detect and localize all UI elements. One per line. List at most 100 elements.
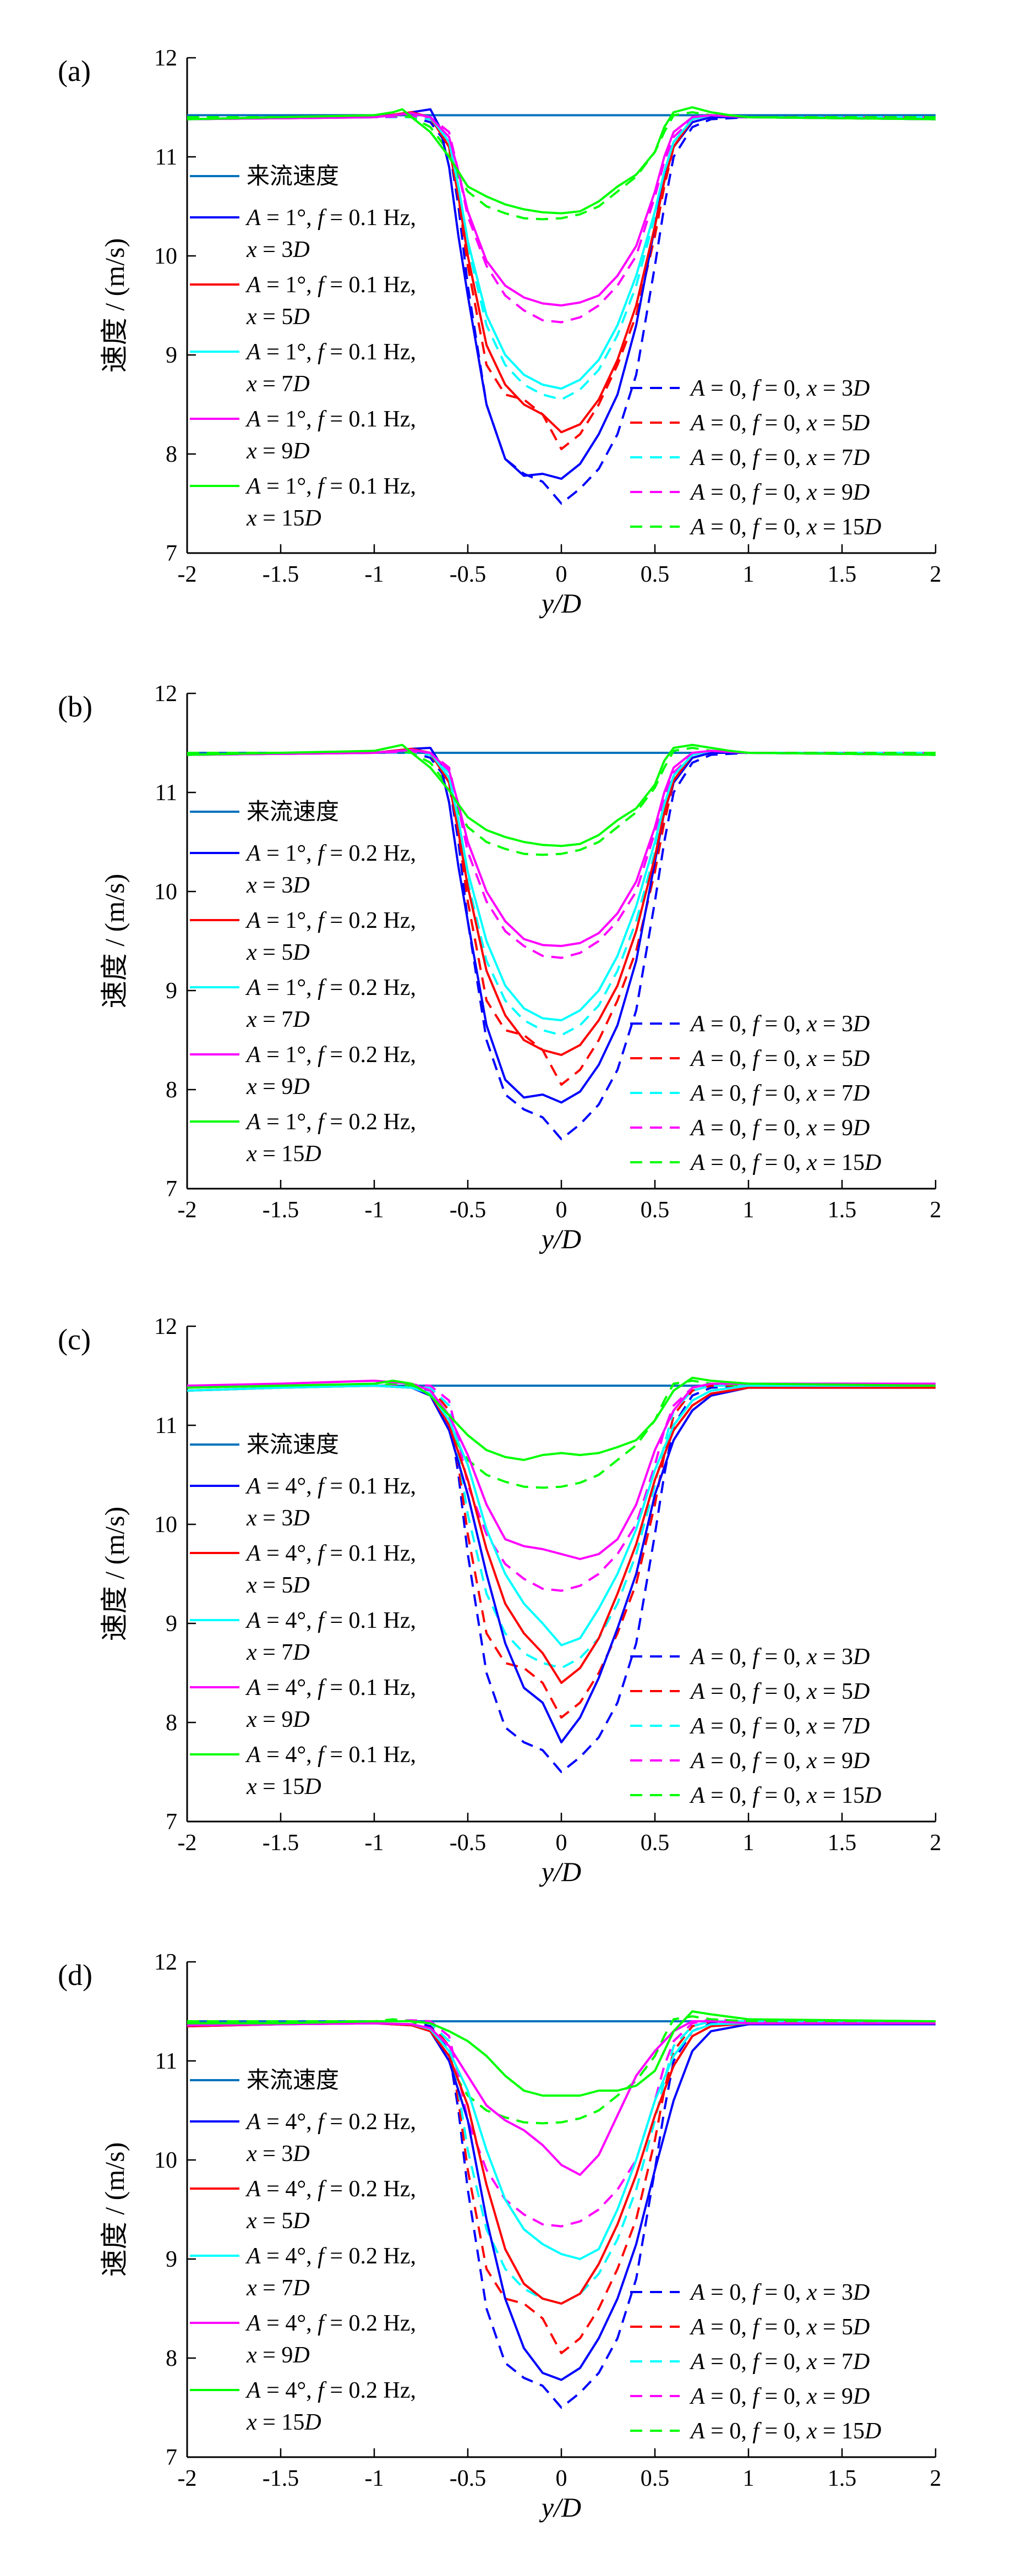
- y-tick-label: 9: [166, 343, 177, 368]
- legend-entry-text: x = 15D: [246, 1774, 321, 1800]
- y-axis-label: 速度 / (m/s): [99, 2142, 130, 2277]
- series-x7D-dashed: [187, 1385, 936, 1669]
- legend-entry-text: x = 5D: [246, 2208, 310, 2234]
- series-x5D-dashed: [187, 1385, 936, 1719]
- legend-entry-text: x = 7D: [246, 1007, 310, 1032]
- series-x9D-solid: [187, 748, 936, 947]
- x-tick-label: 0.5: [641, 562, 670, 587]
- series-x9D-dashed: [187, 750, 936, 959]
- x-tick-label: 0: [556, 562, 567, 587]
- legend-entry-text: A = 0, f = 0, x = 15D: [689, 1783, 881, 1808]
- series-x5D-dashed: [187, 2020, 936, 2354]
- y-tick-label: 12: [154, 46, 177, 71]
- legend-entry-text: x = 9D: [246, 1707, 310, 1732]
- legend-entry-text: 来流速度: [247, 2068, 339, 2093]
- legend-entry-text: x = 9D: [246, 1074, 310, 1100]
- series-x7D-dashed: [187, 752, 936, 1036]
- legend-baseline: A = 0, f = 0, x = 3D A = 0, f = 0, x = 5D…: [630, 1011, 881, 1175]
- y-tick-label: 11: [155, 1413, 177, 1439]
- series-x15D-solid: [187, 1376, 936, 1461]
- y-tick-label: 8: [166, 1710, 177, 1736]
- legend-entry-text: 来流速度: [247, 1432, 339, 1458]
- x-tick-label: -0.5: [450, 1197, 487, 1223]
- x-tick-label: -1: [365, 1197, 384, 1223]
- legend-entry-text: x = 5D: [246, 304, 310, 330]
- legend-entry-text: x = 15D: [246, 2410, 321, 2435]
- y-tick-label: 10: [154, 2148, 177, 2173]
- legend-entry-text: A = 1°, f = 0.2 Hz,: [245, 908, 416, 933]
- y-tick-label: 8: [166, 2346, 177, 2371]
- x-tick-label: 1: [743, 562, 755, 587]
- legend-entry-text: x = 15D: [246, 1141, 321, 1167]
- legend-entry-text: A = 0, f = 0, x = 5D: [689, 1679, 870, 1704]
- series-x5D-solid: [187, 747, 936, 1056]
- y-axis-label: 速度 / (m/s): [99, 238, 130, 373]
- y-tick-label: 8: [166, 442, 177, 467]
- x-tick-label: -2: [178, 1830, 197, 1856]
- x-tick-label: -1.5: [263, 562, 299, 587]
- series-x9D-dashed: [187, 1382, 936, 1592]
- legend-entry-text: x = 15D: [246, 506, 321, 531]
- legend-entry-text: A = 0, f = 0, x = 3D: [689, 1644, 870, 1670]
- y-axis-label: 速度 / (m/s): [99, 1507, 130, 1641]
- series-x5D-solid: [187, 2022, 936, 2305]
- series-x15D-solid: [187, 106, 936, 215]
- legend-oscillating: 来流速度 A = 4°, f = 0.2 Hz, x = 3D A = 4°, f =…: [190, 2068, 416, 2435]
- x-tick-label: 1: [743, 1197, 755, 1223]
- y-tick-label: 12: [154, 681, 177, 707]
- legend-entry-text: x = 3D: [246, 1506, 310, 1531]
- chart-panel-a: (a) 7 8 9 10 11 12 -2 -1.5 -1 -0.5 0 0.5 1 1.5 2 y/D 速度 /…: [58, 46, 942, 619]
- x-tick-label: -0.5: [450, 562, 487, 587]
- legend-entry-text: A = 4°, f = 0.1 Hz,: [245, 1742, 416, 1768]
- series-x7D-dashed: [187, 2020, 936, 2305]
- y-tick-label: 8: [166, 1078, 177, 1103]
- legend-entry-text: A = 4°, f = 0.1 Hz,: [245, 1474, 416, 1499]
- x-tick-label: 2: [930, 562, 942, 587]
- legend-entry-text: A = 4°, f = 0.2 Hz,: [245, 2176, 416, 2202]
- x-axis-label: y/D: [539, 1856, 581, 1887]
- series-x5D-solid: [187, 111, 936, 434]
- legend-entry-text: A = 0, f = 0, x = 9D: [689, 2384, 870, 2409]
- x-tick-label: 1.5: [828, 1830, 857, 1856]
- legend-entry-text: A = 1°, f = 0.1 Hz,: [245, 205, 416, 231]
- legend-entry-text: A = 0, f = 0, x = 9D: [689, 480, 870, 505]
- legend-entry-text: A = 4°, f = 0.2 Hz,: [245, 2109, 416, 2135]
- x-tick-label: 0.5: [641, 1197, 670, 1223]
- legend-entry-text: A = 1°, f = 0.2 Hz,: [245, 1109, 416, 1135]
- legend-entry-text: x = 9D: [246, 2343, 310, 2368]
- x-tick-label: 0.5: [641, 1830, 670, 1856]
- legend-entry-text: x = 7D: [246, 2276, 310, 2301]
- legend-entry-text: A = 0, f = 0, x = 5D: [689, 2315, 870, 2340]
- x-tick-label: 2: [930, 2466, 942, 2491]
- y-tick-label: 11: [155, 780, 177, 806]
- y-tick-label: 7: [166, 2445, 177, 2470]
- legend-entry-text: A = 4°, f = 0.2 Hz,: [245, 2244, 416, 2269]
- legend-entry-text: A = 0, f = 0, x = 15D: [689, 1150, 881, 1175]
- panel-label: (a): [58, 54, 91, 87]
- x-tick-label: -1.5: [263, 1197, 299, 1223]
- legend-entry-text: A = 0, f = 0, x = 9D: [689, 1748, 870, 1774]
- y-tick-label: 12: [154, 1950, 177, 1975]
- legend-oscillating: 来流速度 A = 1°, f = 0.1 Hz, x = 3D A = 1°, f =…: [190, 164, 416, 531]
- chart-panel-d: (d) 7 8 9 10 11 12 -2 -1.5 -1 -0.5 0 0.5 1 1.5 2 y/D 速度 /…: [58, 1950, 942, 2523]
- series-x9D-solid: [187, 2020, 936, 2176]
- legend-entry-text: A = 4°, f = 0.1 Hz,: [245, 1675, 416, 1700]
- legend-entry-text: A = 4°, f = 0.2 Hz,: [245, 2311, 416, 2336]
- x-axis-label: y/D: [539, 1223, 581, 1254]
- panel-label: (b): [58, 690, 92, 723]
- legend-entry-text: 来流速度: [247, 800, 339, 825]
- y-tick-label: 12: [154, 1314, 177, 1339]
- x-tick-label: 0: [556, 1830, 567, 1856]
- chart-panel-c: (c) 7 8 9 10 11 12 -2 -1.5 -1 -0.5 0 0.5 1 1.5 2 y/D 速度 /…: [58, 1314, 942, 1887]
- y-tick-label: 7: [166, 1809, 177, 1835]
- x-tick-label: -2: [178, 562, 197, 587]
- panel-label: (d): [58, 1959, 92, 1992]
- chart-panel-b: (b) 7 8 9 10 11 12 -2 -1.5 -1 -0.5 0 0.5 1 1.5 2 y/D 速度 /…: [58, 681, 942, 1254]
- series-x15D-solid: [187, 2010, 936, 2097]
- legend-entry-text: A = 0, f = 0, x = 9D: [689, 1115, 870, 1141]
- x-tick-label: -1: [365, 1830, 384, 1856]
- x-tick-label: 2: [930, 1830, 942, 1856]
- legend-entry-text: A = 1°, f = 0.2 Hz,: [245, 1042, 416, 1068]
- legend-entry-text: A = 0, f = 0, x = 5D: [689, 411, 870, 436]
